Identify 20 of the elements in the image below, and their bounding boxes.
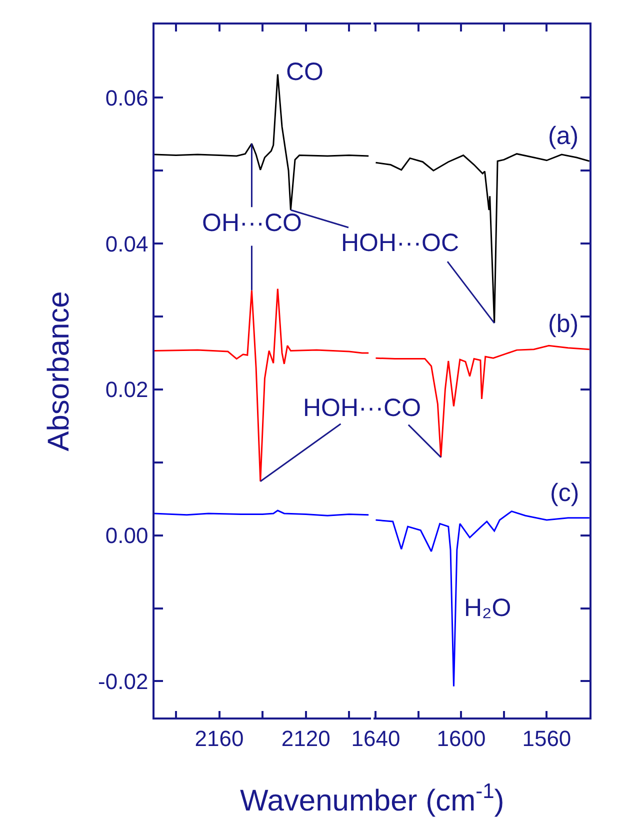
x-tick-label: 1600	[436, 726, 486, 751]
y-tick-label: 0.06	[105, 85, 148, 110]
annotation: HOH···OC	[341, 229, 460, 257]
series-label: (b)	[548, 310, 579, 338]
series-label: (a)	[548, 122, 579, 150]
x-tick-label: 2160	[194, 726, 244, 751]
x-tick-label: 1560	[522, 726, 572, 751]
y-tick-label: 0.04	[105, 231, 148, 256]
y-tick-label: 0.00	[105, 523, 148, 548]
annotation: OH···CO	[202, 209, 302, 237]
y-tick-label: -0.02	[98, 668, 148, 694]
x-axis-title: Wavenumber (cm$^{-1}$)	[240, 780, 504, 818]
annotation: HOH···CO	[303, 394, 422, 422]
annotation: H₂O	[464, 594, 512, 622]
y-axis-title: Absorbance	[42, 291, 76, 452]
annotation: CO	[286, 58, 324, 86]
x-tick-label: 1640	[351, 726, 400, 751]
y-tick-label: 0.02	[105, 377, 148, 402]
series-label: (c)	[550, 479, 580, 507]
x-tick-label: 2120	[281, 726, 330, 751]
